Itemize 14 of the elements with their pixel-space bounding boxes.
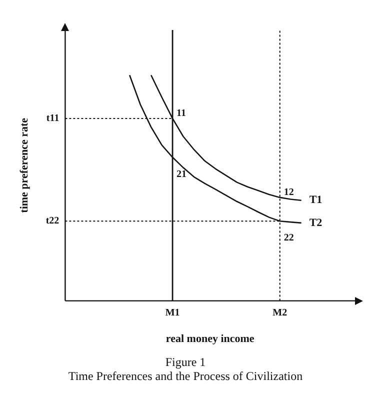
annotation: 22 xyxy=(284,232,294,244)
x-tick-label: M1 xyxy=(165,307,180,318)
series-label: T2 xyxy=(309,216,323,229)
x-tick-label: M2 xyxy=(272,307,288,318)
y-axis-title: time preference rate xyxy=(18,118,30,213)
ref-line-label: t22 xyxy=(46,216,60,227)
annotation: 12 xyxy=(284,187,294,198)
annotation: 11 xyxy=(176,108,186,120)
text: Figure 1 xyxy=(164,355,207,369)
text: Time Preferences and the Process of Civilization xyxy=(67,369,304,383)
annotation: 21 xyxy=(176,168,187,180)
series-label: T1 xyxy=(309,194,322,206)
ref-line-label: t11 xyxy=(46,113,60,124)
x-axis-title: real money income xyxy=(166,333,254,346)
